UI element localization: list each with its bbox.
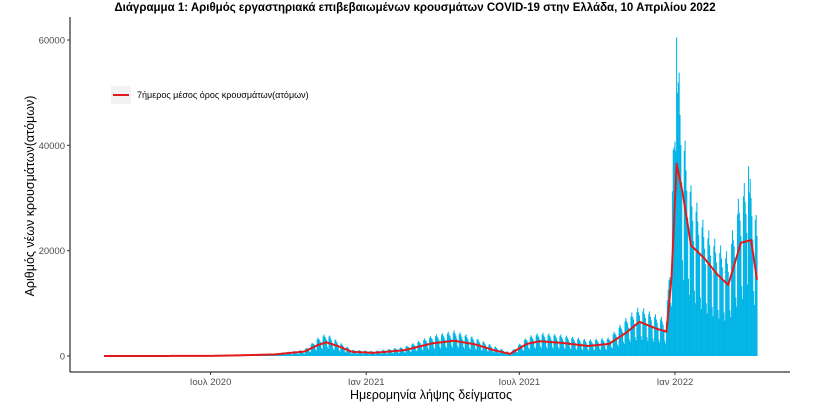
x-axis-title: Ημερομηνία λήψης δείγματος	[350, 388, 512, 402]
line-series	[103, 162, 758, 357]
y-tick-label: 20000	[39, 246, 65, 257]
y-tick-label: 0	[60, 352, 65, 363]
x-tick-label: Ιαν 2021	[348, 377, 385, 388]
axes	[69, 17, 790, 373]
seven-day-average-line	[103, 162, 758, 357]
x-tick-label: Ιαν 2022	[657, 377, 694, 388]
x-tick-label: Ιουλ 2020	[190, 377, 232, 388]
chart-title: Διάγραμμα 1: Αριθμός εργαστηριακά επιβεβ…	[114, 2, 715, 14]
x-tick-label: Ιουλ 2021	[498, 377, 540, 388]
y-tick-label: 40000	[39, 141, 65, 152]
legend-label: 7ήμερος μέσος όρος κρουσμάτων(ατόμων)	[137, 90, 309, 100]
bar-series	[103, 37, 758, 356]
y-tick-label: 60000	[39, 36, 65, 47]
y-axis-ticks: 0 20000 40000 60000	[39, 36, 70, 363]
x-axis-ticks: Ιουλ 2020 Ιαν 2021 Ιουλ 2021 Ιαν 2022	[190, 372, 694, 388]
legend: 7ήμερος μέσος όρος κρουσμάτων(ατόμων)	[111, 86, 309, 104]
y-axis-title: Αριθμός νέων κρουσμάτων(ατόμων)	[23, 96, 37, 297]
